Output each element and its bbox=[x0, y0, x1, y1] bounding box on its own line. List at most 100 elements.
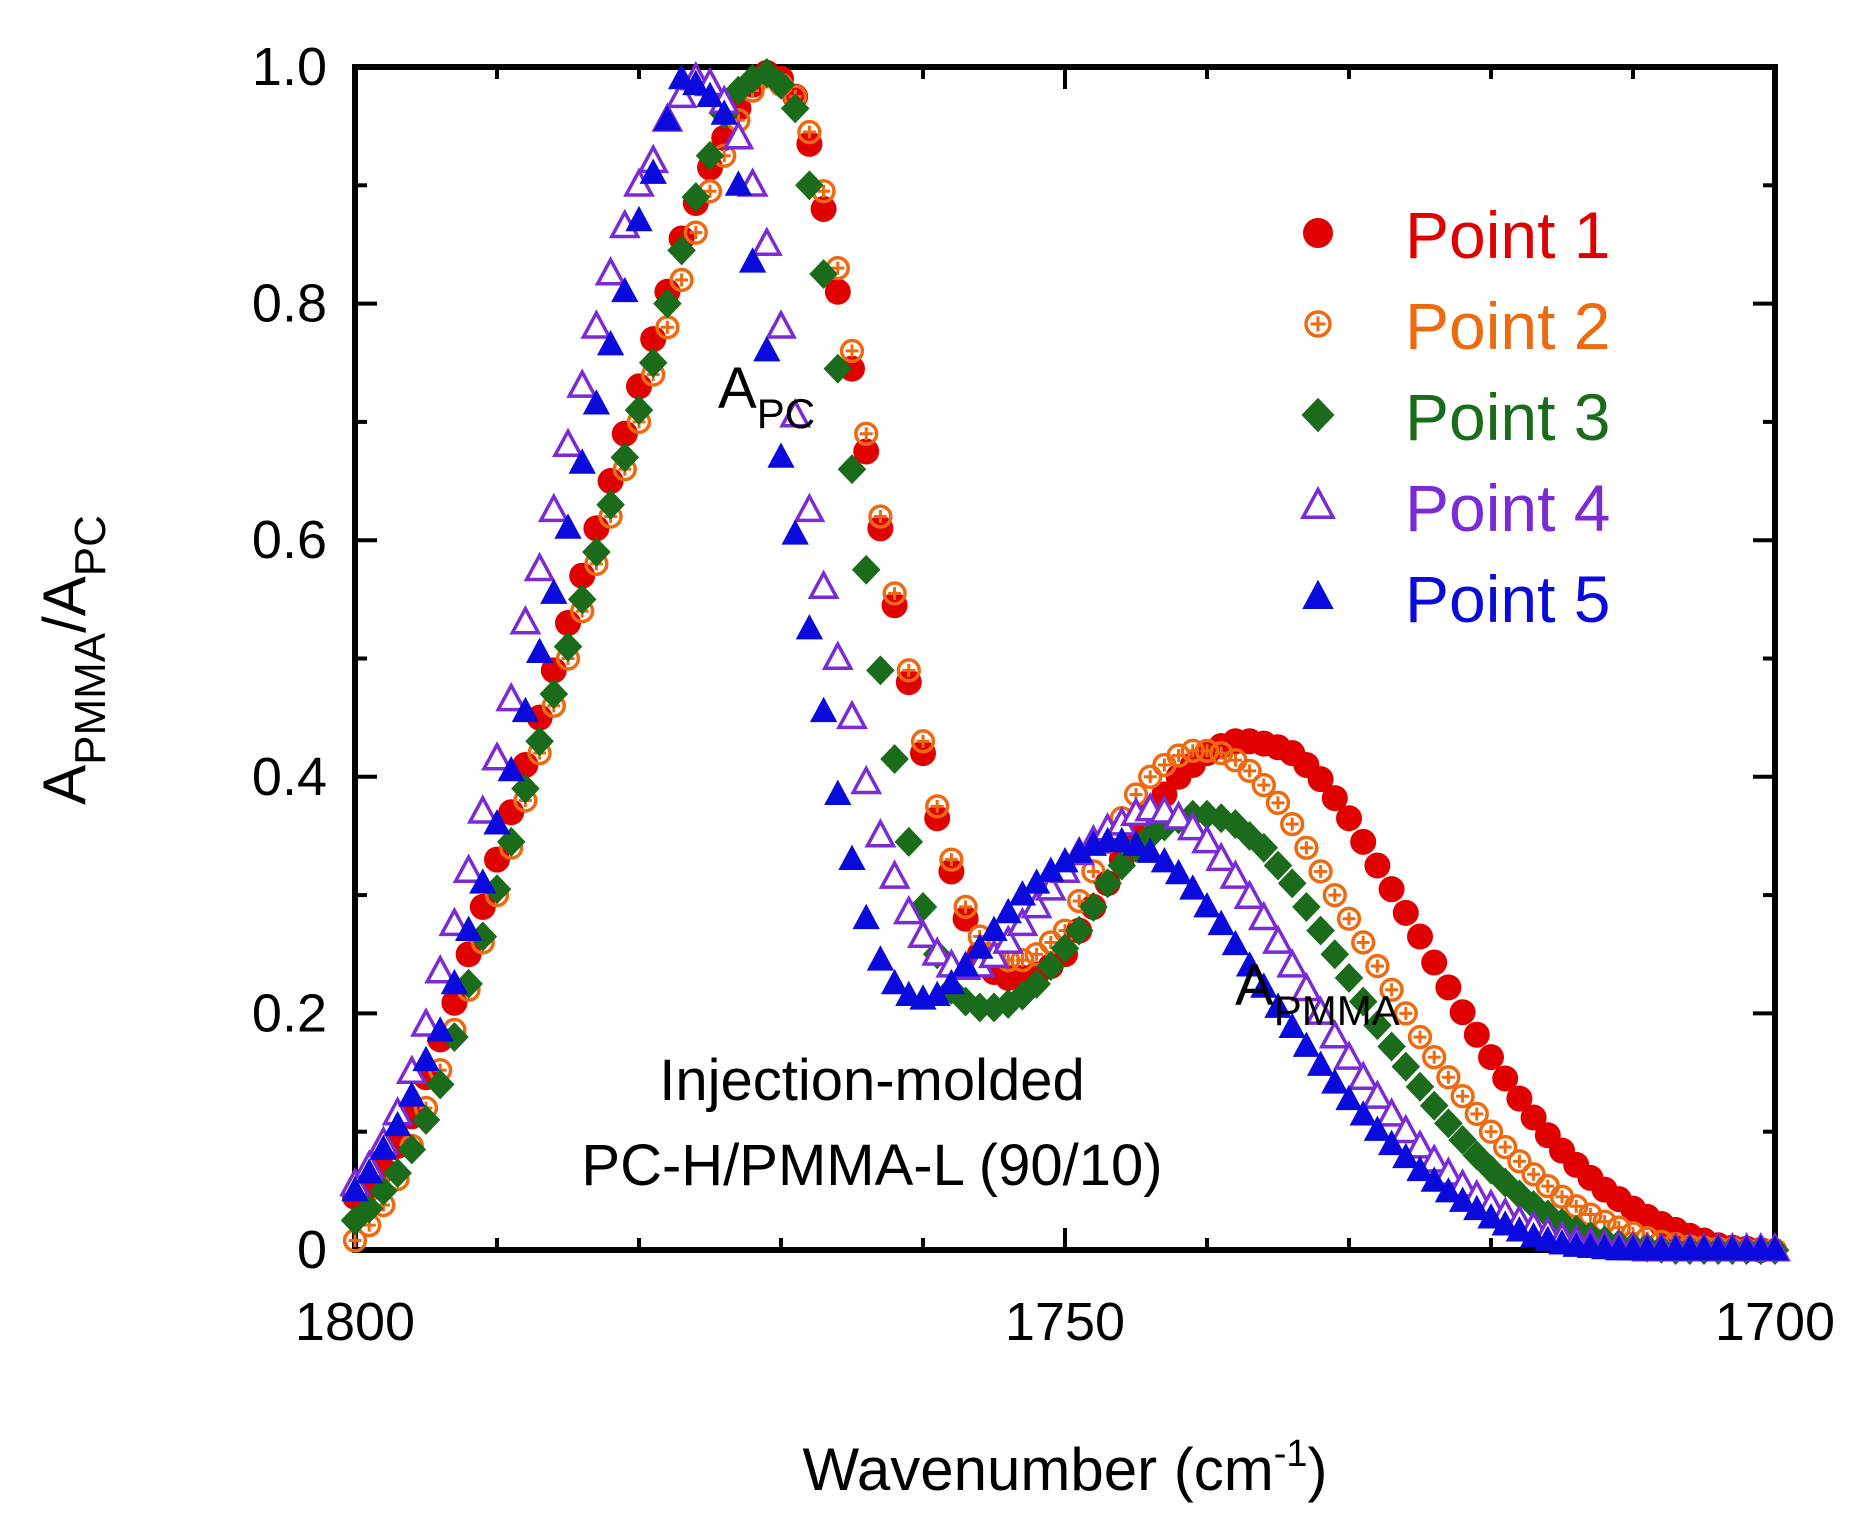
point-marker bbox=[1205, 841, 1238, 872]
point-marker bbox=[552, 427, 584, 458]
point-marker bbox=[953, 894, 978, 920]
legend: Point 1 Point 2 Point 3 Point 4 Point 5 bbox=[1300, 198, 1610, 636]
point-marker bbox=[497, 755, 525, 782]
point-marker bbox=[537, 492, 570, 523]
y-axis-title: APMMA/APC bbox=[31, 515, 115, 805]
x-tick-label: 1700 bbox=[1715, 1292, 1835, 1352]
point-marker bbox=[540, 578, 568, 604]
point-marker bbox=[1436, 1065, 1461, 1090]
point-marker bbox=[669, 267, 694, 293]
point-marker bbox=[864, 817, 897, 848]
point-marker bbox=[454, 968, 483, 999]
point-marker bbox=[1464, 1101, 1489, 1127]
annotation-apmma-sub: PMMA bbox=[1274, 987, 1400, 1034]
point-marker bbox=[596, 330, 625, 356]
point-marker bbox=[880, 968, 909, 995]
annotation-apmma-main: A bbox=[1235, 953, 1274, 1018]
y-tick-label: 0.6 bbox=[252, 510, 327, 570]
point-marker bbox=[1308, 859, 1333, 884]
point-marker bbox=[892, 894, 925, 925]
point-marker bbox=[440, 968, 469, 995]
point-marker bbox=[355, 1158, 383, 1184]
point-marker bbox=[1335, 1084, 1363, 1111]
point-marker bbox=[539, 679, 569, 709]
point-marker bbox=[1520, 1104, 1547, 1131]
point-marker bbox=[1318, 1019, 1351, 1049]
point-marker bbox=[1306, 915, 1335, 946]
point-marker bbox=[824, 278, 851, 305]
point-marker bbox=[1164, 858, 1193, 885]
point-marker bbox=[1377, 1031, 1406, 1062]
point-marker bbox=[1304, 995, 1337, 1025]
point-marker bbox=[1079, 891, 1108, 922]
y-tick-label: 0 bbox=[297, 1220, 327, 1280]
point-marker bbox=[1448, 1186, 1477, 1212]
point-marker bbox=[1490, 1167, 1520, 1198]
point-marker bbox=[797, 119, 822, 145]
legend-label: Point 2 bbox=[1405, 289, 1610, 363]
point-marker bbox=[1276, 948, 1309, 978]
point-marker bbox=[839, 338, 865, 364]
point-marker bbox=[1435, 974, 1462, 1001]
y-axis-title-slash: /A bbox=[31, 576, 98, 633]
point-marker bbox=[411, 1104, 441, 1135]
point-marker bbox=[1193, 891, 1221, 918]
point-marker bbox=[567, 584, 597, 615]
point-marker bbox=[426, 1016, 454, 1042]
point-marker bbox=[653, 105, 682, 131]
point-marker bbox=[882, 581, 907, 606]
point-marker bbox=[1022, 968, 1051, 999]
point-marker bbox=[1022, 868, 1051, 894]
point-marker bbox=[683, 220, 708, 245]
point-marker bbox=[1065, 837, 1093, 863]
point-marker bbox=[1277, 868, 1307, 899]
point-marker bbox=[383, 1110, 412, 1137]
point-marker bbox=[354, 1193, 384, 1224]
point-marker bbox=[837, 454, 867, 485]
point-marker bbox=[1477, 1203, 1505, 1229]
y-tick-label: 1.0 bbox=[252, 37, 327, 97]
point-marker bbox=[696, 81, 724, 107]
point-marker bbox=[753, 335, 781, 362]
point-marker bbox=[722, 119, 755, 150]
point-marker bbox=[610, 442, 640, 473]
point-marker bbox=[582, 389, 611, 415]
point-marker bbox=[1363, 1010, 1392, 1041]
point-marker bbox=[1290, 971, 1323, 1002]
point-marker bbox=[710, 99, 738, 125]
point-marker bbox=[807, 569, 840, 600]
point-marker bbox=[1306, 1050, 1335, 1076]
annotation-apmma: APMMA bbox=[1235, 953, 1400, 1034]
point-marker bbox=[939, 847, 964, 872]
point-marker bbox=[908, 891, 938, 922]
point-marker bbox=[523, 551, 556, 582]
point-marker bbox=[1463, 1021, 1490, 1048]
legend-marker bbox=[1301, 397, 1335, 433]
x-axis-title-close: ) bbox=[1308, 1436, 1328, 1503]
point-marker bbox=[880, 744, 909, 775]
point-marker bbox=[795, 613, 824, 640]
point-marker bbox=[466, 794, 499, 824]
point-marker bbox=[369, 1134, 398, 1160]
point-marker bbox=[781, 519, 809, 545]
point-marker bbox=[1350, 828, 1377, 855]
point-marker bbox=[1375, 1097, 1408, 1127]
point-marker bbox=[1250, 972, 1278, 998]
point-marker bbox=[566, 368, 599, 398]
point-marker bbox=[1491, 1210, 1519, 1236]
point-marker bbox=[1135, 821, 1165, 851]
point-marker bbox=[766, 69, 796, 100]
point-marker bbox=[925, 794, 950, 819]
point-marker bbox=[823, 353, 853, 384]
point-marker bbox=[638, 347, 668, 378]
point-marker bbox=[851, 554, 881, 585]
point-marker bbox=[695, 140, 725, 171]
point-marker bbox=[596, 489, 625, 520]
point-marker bbox=[655, 315, 680, 340]
point-marker bbox=[1463, 1194, 1491, 1221]
data-points bbox=[339, 57, 1791, 1265]
point-marker bbox=[1235, 951, 1264, 977]
point-marker bbox=[1191, 823, 1223, 854]
point-marker bbox=[779, 398, 812, 428]
